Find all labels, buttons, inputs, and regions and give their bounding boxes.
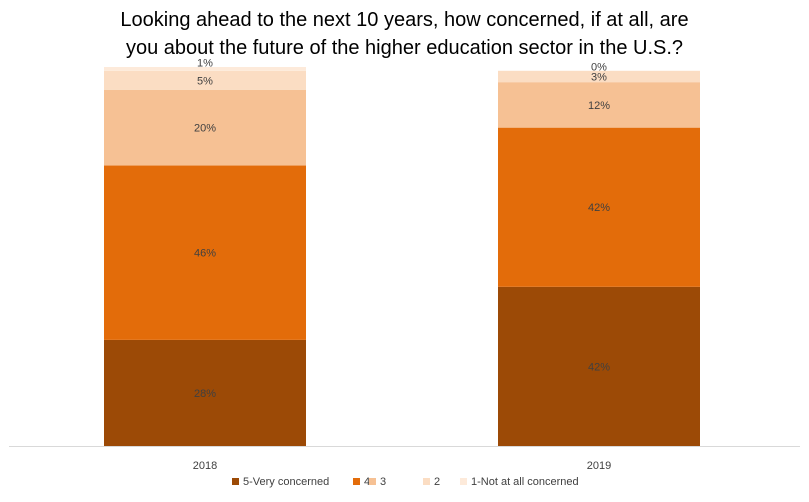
data-label-2019-1-not-at-all-concerned: 0%: [591, 61, 607, 73]
legend-label-2: 2: [434, 476, 440, 488]
legend-swatch-3: [369, 478, 376, 485]
bar-2018-2: [104, 70, 306, 90]
data-label-2019-5-very-concerned: 42%: [588, 361, 610, 373]
data-label-2018-5-very-concerned: 28%: [194, 388, 216, 400]
legend-label-5-very-concerned: 5-Very concerned: [243, 476, 329, 488]
bar-2019-2: [498, 70, 700, 83]
data-label-2019-4: 42%: [588, 202, 610, 214]
bar-2019-3: [498, 82, 700, 128]
legend-swatch-4: [353, 478, 360, 485]
data-label-2018-3: 20%: [194, 123, 216, 135]
bar-2018-1-not-at-all-concerned: [104, 67, 306, 71]
legend-label-4: 4: [364, 476, 370, 488]
legend-label-3: 3: [380, 476, 386, 488]
data-label-2018-4: 46%: [194, 248, 216, 260]
data-label-2019-3: 12%: [588, 100, 610, 112]
data-label-2018-2: 5%: [197, 75, 213, 87]
chart-title-line-2: you about the future of the higher educa…: [125, 37, 684, 59]
legend-swatch-5-very-concerned: [232, 478, 239, 485]
legend-swatch-2: [423, 478, 430, 485]
x-tick-label-2019: 2019: [587, 460, 611, 472]
x-tick-label-2018: 2018: [193, 460, 217, 472]
bar-2018-3: [104, 89, 306, 166]
bar-2019-4: [498, 127, 700, 287]
data-label-2018-1-not-at-all-concerned: 1%: [197, 58, 213, 70]
data-label-2019-2: 3%: [591, 71, 607, 83]
legend-swatch-1-not-at-all-concerned: [460, 478, 467, 485]
chart-title-line-1: Looking ahead to the next 10 years, how …: [120, 9, 689, 31]
legend-label-1-not-at-all-concerned: 1-Not at all concerned: [471, 476, 579, 488]
bar-2018-5-very-concerned: [104, 339, 306, 446]
bar-2018-4: [104, 165, 306, 340]
bar-2019-5-very-concerned: [498, 286, 700, 446]
